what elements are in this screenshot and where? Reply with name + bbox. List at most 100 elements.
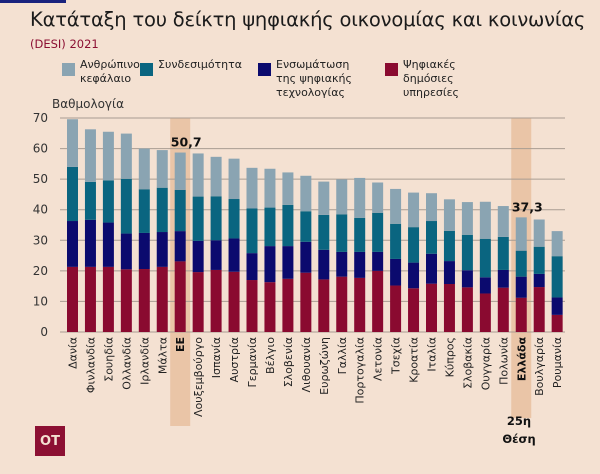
legend-label: Ψηφιακές δημόσιες υπηρεσίες <box>403 58 459 99</box>
bar-segment <box>102 180 114 223</box>
bar-segment <box>282 172 294 205</box>
bar-segment <box>156 266 168 332</box>
bar-segment <box>479 277 491 294</box>
rank-word: Θέση <box>502 432 536 446</box>
bar-segment <box>497 287 509 332</box>
bar-segment <box>515 297 527 332</box>
y-axis-label: Βαθμολογία <box>52 97 124 111</box>
bar-segment <box>264 207 276 247</box>
bar-segment <box>497 269 509 288</box>
bar-segment <box>372 251 384 271</box>
x-tick-label: Γερμανία <box>246 337 259 387</box>
bar-segment <box>282 246 294 279</box>
bar-segment <box>336 251 348 277</box>
bar-segment <box>102 131 114 181</box>
bar-segment <box>84 266 96 332</box>
bar-segment <box>443 199 455 231</box>
bar-segment <box>515 217 527 251</box>
rank-position: 25η <box>506 414 532 428</box>
bar-segment <box>318 214 330 250</box>
x-tick-label: Ιταλία <box>426 337 439 372</box>
bar-segment <box>264 282 276 332</box>
bar-segment <box>192 196 204 241</box>
legend-swatch-human-capital <box>62 63 75 76</box>
x-tick-label: Μάλτα <box>156 337 169 374</box>
bar-segment <box>408 262 420 289</box>
bar-segment <box>551 314 563 332</box>
x-tick-label: Βουλγαρία <box>533 337 546 396</box>
bar-segment <box>372 270 384 332</box>
bar-segment <box>336 276 348 332</box>
y-tick-label: 0 <box>40 325 48 339</box>
bar-segment <box>497 236 509 270</box>
bar-segment <box>282 278 294 332</box>
x-tick-label: Δανία <box>67 337 80 369</box>
bar-segment <box>174 189 186 232</box>
bar-segment <box>426 283 437 332</box>
bar-segment <box>479 238 491 278</box>
legend-item-digital-tech: Ενσωμάτωση της ψηφιακής τεχνολογίας <box>258 58 352 100</box>
x-tick-label: Σλοβενία <box>282 337 295 387</box>
bar-segment <box>318 181 330 215</box>
bar-segment <box>138 148 150 190</box>
bar-segment <box>67 221 78 267</box>
top-accent-rule <box>0 0 66 3</box>
chart-title: Κατάταξη του δείκτη ψηφιακής οικονομίας … <box>30 8 586 31</box>
greece-rank-note: 25η Θέση <box>494 412 544 448</box>
bar-segment <box>354 217 366 252</box>
bar-segment <box>533 246 545 274</box>
bar-segment <box>479 201 491 239</box>
bar-segment <box>102 222 114 267</box>
bar-segment <box>336 179 348 215</box>
bar-segment <box>120 133 132 179</box>
bar-segment <box>354 177 366 218</box>
bar-segment <box>228 199 240 239</box>
legend-swatch-connectivity <box>140 63 153 76</box>
bar-segment <box>138 189 150 233</box>
bar-segment <box>264 168 276 208</box>
bar-segment <box>551 256 563 298</box>
y-tick-label: 60 <box>33 142 48 156</box>
x-tick-label: ΕΕ <box>174 337 187 352</box>
bar-segment <box>102 266 114 332</box>
x-tick-label: Ιρλανδία <box>138 337 151 385</box>
bar-segment <box>443 261 455 285</box>
x-tick-label: Τσεχία <box>390 337 403 375</box>
x-tick-label: Ουγγαρία <box>479 337 492 390</box>
bar-segment <box>443 284 455 332</box>
bar-segment <box>515 276 527 298</box>
bar-segment <box>426 193 437 222</box>
bar-segment <box>318 279 330 332</box>
bar-segment <box>192 153 204 197</box>
x-tick-label: Πολωνία <box>497 337 510 385</box>
x-tick-label: Σλοβακία <box>461 337 474 389</box>
y-tick-label: 30 <box>33 233 48 247</box>
bar-segment <box>479 293 491 332</box>
bar-segment <box>156 187 168 233</box>
bar-segment <box>282 204 294 247</box>
y-tick-label: 20 <box>33 264 48 278</box>
x-tick-label: Αυστρία <box>228 337 241 382</box>
x-tick-label: Φινλανδία <box>84 337 97 393</box>
bar-segment <box>138 269 150 332</box>
bar-segment <box>210 156 222 197</box>
bar-segment <box>210 269 222 332</box>
bar-segment <box>228 158 240 200</box>
bar-segment <box>84 129 96 182</box>
bar-segment <box>210 240 222 270</box>
bar-segment <box>354 277 366 332</box>
bar-segment <box>408 227 420 263</box>
bar-segment <box>246 208 258 254</box>
ot-logo: OT <box>35 426 65 456</box>
bar-segment <box>300 272 312 332</box>
bar-segment <box>246 280 258 332</box>
bar-segment <box>120 178 132 234</box>
bar-segment <box>390 258 402 286</box>
x-tick-label: Ρουμανία <box>551 337 564 388</box>
bar-segment <box>300 211 312 242</box>
chart-subtitle: (DESI) 2021 <box>30 37 99 51</box>
bar-segment <box>300 241 312 273</box>
x-tick-label: Γαλλία <box>336 337 349 374</box>
bar-segment <box>174 152 186 190</box>
